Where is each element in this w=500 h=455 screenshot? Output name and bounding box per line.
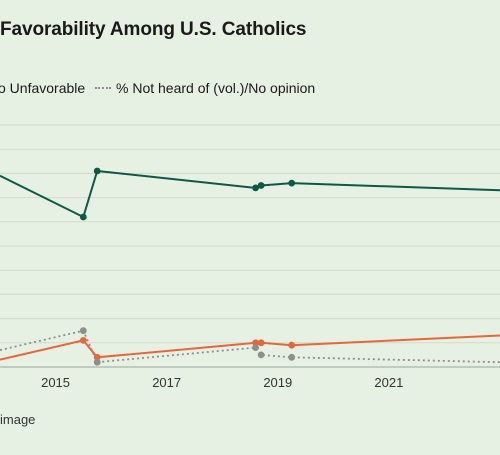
data-point-s2-3 xyxy=(252,344,259,351)
legend-label-no-opinion: % Not heard of (vol.)/No opinion xyxy=(116,80,316,96)
gridlines xyxy=(0,124,500,368)
data-point-s2-5 xyxy=(288,353,296,361)
x-tick-label: 2021 xyxy=(374,375,403,390)
data-point-s1-4 xyxy=(257,339,265,347)
chart-title: Favorability Among U.S. Catholics xyxy=(0,19,307,40)
data-point-s1-2 xyxy=(93,353,101,361)
series-lines xyxy=(0,169,500,364)
data-point-s0-1 xyxy=(79,213,87,221)
data-point-s0-5 xyxy=(288,179,296,187)
legend-item-unfavorable: o Unfavorable xyxy=(0,80,85,96)
x-tick-label: 2015 xyxy=(41,375,70,390)
series-line-2 xyxy=(0,329,500,364)
data-point-s1-5 xyxy=(288,341,296,349)
series-line-1 xyxy=(0,334,500,361)
data-point-s0-4 xyxy=(257,182,265,189)
legend-label-unfavorable: o Unfavorable xyxy=(0,80,86,96)
legend-swatch-no-opinion xyxy=(95,87,111,89)
data-point-s0-2 xyxy=(93,167,101,175)
x-tick-label: 2019 xyxy=(263,375,292,390)
data-point-s2-2 xyxy=(93,358,101,366)
x-tick-label: 2017 xyxy=(152,375,181,390)
data-point-s1-3 xyxy=(252,339,259,347)
x-axis-ticks: 2015 2017 2019 2021 xyxy=(41,375,403,390)
data-point-s2-4 xyxy=(257,351,265,359)
data-point-s1-1 xyxy=(79,337,87,344)
footer-note: image xyxy=(0,412,36,427)
data-point-s2-1 xyxy=(79,327,87,335)
legend-item-no-opinion: % Not heard of (vol.)/No opinion xyxy=(95,80,315,96)
series-points xyxy=(79,167,296,366)
data-point-s0-3 xyxy=(252,184,259,192)
series-line-0 xyxy=(0,169,500,219)
